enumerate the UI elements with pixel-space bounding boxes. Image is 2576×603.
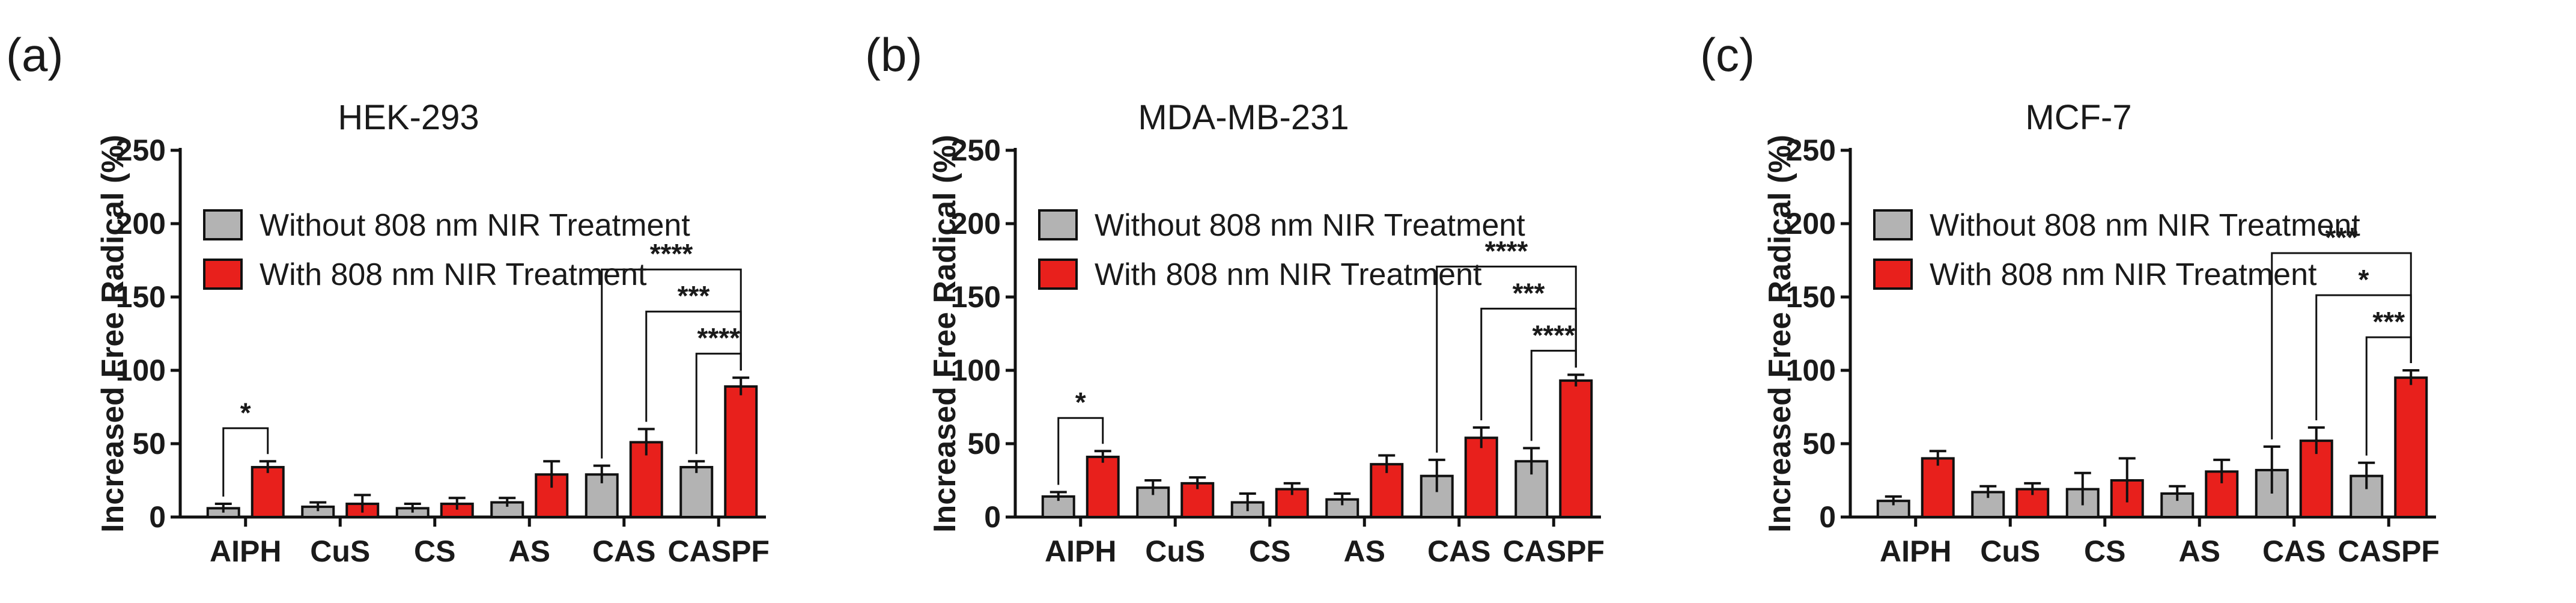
y-tick-label: 0 (1819, 500, 1836, 534)
y-tick-label: 150 (1786, 280, 1836, 314)
y-tick-label: 150 (951, 280, 1001, 314)
significance-bracket (601, 268, 742, 459)
significance-bracket (1436, 265, 1577, 453)
y-tick-label: 200 (1786, 207, 1836, 240)
y-tick-label: 100 (116, 354, 166, 387)
bar-with-nir (2394, 376, 2428, 519)
y-axis-label: Increased Free Radical (%) (928, 135, 962, 533)
y-axis-label: Increased Free Radical (%) (1763, 135, 1797, 533)
legend-swatch-without-nir (1038, 209, 1078, 240)
y-tick-label: 50 (1802, 427, 1836, 461)
x-tick-label: CuS (1145, 534, 1205, 568)
chart-title: MDA-MB-231 (1138, 98, 1349, 137)
x-tick-label: AIPH (210, 534, 281, 568)
x-tick-label: AIPH (1880, 534, 1951, 568)
legend-label-without-nir: Without 808 nm NIR Treatment (1930, 208, 2360, 243)
chart-title: HEK-293 (338, 98, 479, 137)
y-tick-label: 150 (116, 280, 166, 314)
legend-swatch-without-nir (1873, 209, 1913, 240)
x-tick-label: CS (1249, 534, 1290, 568)
significance-label: * (1075, 387, 1086, 418)
x-tick-label: CASPF (1503, 534, 1605, 568)
legend-swatch-with-nir (1873, 259, 1913, 290)
chart-panel-1: (a) HEK-293 Increased Free Radical (%) 0 50 1… (6, 28, 770, 568)
y-tick-label: 50 (132, 427, 166, 461)
bar-with-nir (1921, 457, 1955, 519)
significance-label: *** (1513, 277, 1545, 308)
chart-panel-3: (c) MCF-7 Increased Free Radical (%) 0 50 100… (1700, 28, 2440, 568)
x-tick-label: CASPF (2338, 534, 2440, 568)
y-tick-label: 250 (1786, 133, 1836, 167)
x-tick-label: AS (2179, 534, 2220, 568)
chart-title: MCF-7 (2025, 98, 2131, 137)
chart-panel-2: (b) MDA-MB-231 Increased Free Radical (%) 0… (865, 28, 1605, 568)
x-tick-label: CuS (1980, 534, 2040, 568)
bar-without-nir (679, 466, 714, 518)
x-tick-label: CS (414, 534, 455, 568)
significance-label: **** (697, 322, 740, 354)
x-tick-label: CS (2084, 534, 2125, 568)
significance-label: *** (2325, 222, 2358, 253)
legend-label-with-nir: With 808 nm NIR Treatment (1930, 257, 2317, 292)
legend-swatch-with-nir (203, 259, 243, 290)
significance-label: **** (1485, 235, 1528, 266)
bar-with-nir (251, 466, 285, 518)
y-tick-label: 0 (984, 500, 1001, 534)
significance-bracket (1057, 417, 1104, 485)
significance-label: *** (678, 280, 710, 311)
bar-with-nir (1086, 455, 1120, 519)
y-tick-label: 50 (967, 427, 1001, 461)
legend-label-without-nir: Without 808 nm NIR Treatment (260, 208, 690, 243)
x-tick-label: AIPH (1045, 534, 1116, 568)
x-tick-label: CASPF (668, 534, 770, 568)
significance-bracket (222, 427, 269, 497)
significance-label: **** (1532, 319, 1575, 350)
significance-label: *** (2372, 306, 2405, 337)
x-tick-label: CAS (2262, 534, 2326, 568)
bar-with-nir (1464, 436, 1498, 518)
y-tick-label: 200 (116, 207, 166, 240)
y-axis-label: Increased Free Radical (%) (96, 135, 130, 533)
x-tick-label: AS (1344, 534, 1385, 568)
bar-with-nir (724, 385, 758, 519)
panel-letter: (a) (6, 28, 63, 81)
legend-label-with-nir: With 808 nm NIR Treatment (260, 257, 647, 292)
significance-label: **** (650, 238, 693, 269)
bar-without-nir (1971, 491, 2005, 519)
x-tick-label: AS (509, 534, 550, 568)
legend-label-without-nir: Without 808 nm NIR Treatment (1095, 208, 1525, 243)
x-tick-label: CAS (592, 534, 656, 568)
bar-with-nir (1559, 379, 1593, 519)
significance-bracket (2271, 252, 2412, 439)
legend-swatch-with-nir (1038, 259, 1078, 290)
significance-label: * (240, 397, 251, 428)
y-tick-label: 200 (951, 207, 1001, 240)
y-tick-label: 100 (1786, 354, 1836, 387)
y-tick-label: 250 (951, 133, 1001, 167)
panel-letter: (b) (865, 28, 922, 81)
y-tick-label: 0 (149, 500, 166, 534)
y-tick-label: 100 (951, 354, 1001, 387)
x-tick-label: CuS (310, 534, 370, 568)
legend-label-with-nir: With 808 nm NIR Treatment (1095, 257, 1482, 292)
legend-swatch-without-nir (203, 209, 243, 240)
x-tick-label: CAS (1427, 534, 1491, 568)
significance-label: * (2359, 264, 2369, 295)
y-tick-label: 250 (116, 133, 166, 167)
panel-letter: (c) (1700, 28, 1755, 81)
